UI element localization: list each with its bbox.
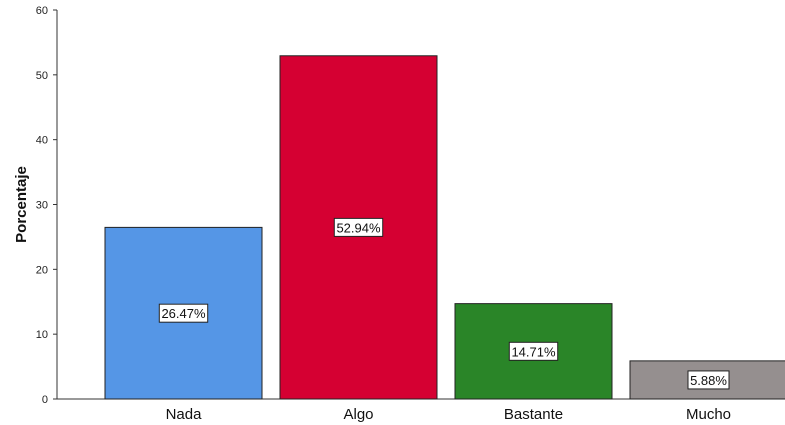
y-tick-label: 0 [42,394,48,406]
y-tick-label: 20 [36,264,48,276]
data-label: 52.94% [336,220,381,235]
data-label: 5.88% [690,373,727,388]
y-tick-label: 50 [36,70,48,82]
bar-nada [104,226,263,400]
x-category-label: Bastante [504,406,563,423]
data-label-box [687,370,730,390]
data-label-box [333,217,384,237]
x-category-label: Nada [166,406,203,423]
x-category-label: Algo [343,406,373,423]
y-tick-label: 60 [36,5,48,17]
y-tick-label: 10 [36,329,48,341]
y-axis-label: Porcentaje [13,166,30,243]
y-axis-ticks: 0 10 20 30 40 50 60 [36,5,57,406]
bars: 26.47% 52.94% 14.71% 5.88% [104,55,785,400]
data-label-box [508,341,559,361]
data-label: 14.71% [511,344,556,359]
x-category-label: Mucho [686,406,731,423]
data-label: 26.47% [161,306,206,321]
y-tick-label: 40 [36,135,48,147]
data-label-box [158,303,209,323]
category-labels: Nada Algo Bastante Mucho [166,406,731,423]
y-tick-label: 30 [36,200,48,212]
